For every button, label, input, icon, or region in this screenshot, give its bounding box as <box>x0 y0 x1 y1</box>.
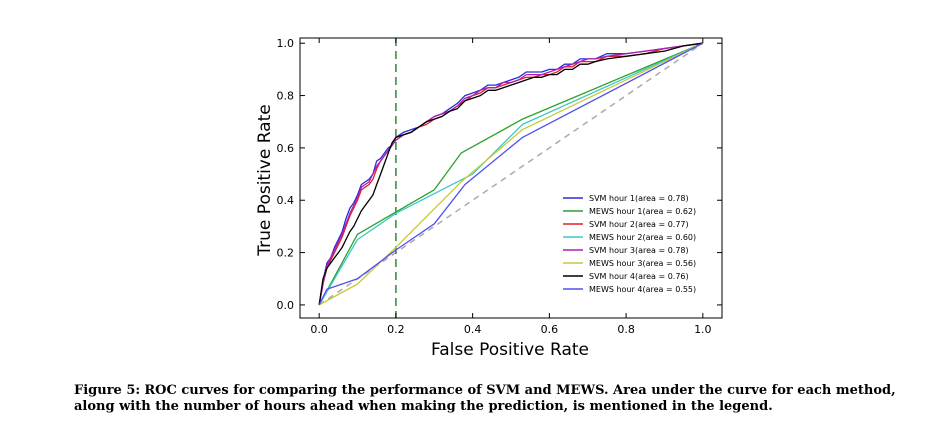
x-tick-label: 0.8 <box>617 323 635 336</box>
roc-chart: 0.0 0.2 0.4 0.6 0.8 1.0 0.0 0.2 0.4 0.6 0.8 1.0 Fal… <box>255 37 723 360</box>
legend-label-2: MEWS hour 1(area = 0.62) <box>589 207 696 216</box>
y-axis-label: True Positive Rate <box>255 104 275 256</box>
y-tick-label: 0.8 <box>277 90 295 103</box>
legend: SVM hour 1(area = 0.78) MEWS hour 1(area … <box>563 194 696 294</box>
y-tick-label: 0.4 <box>277 194 295 207</box>
legend-label-1: SVM hour 1(area = 0.78) <box>589 194 689 203</box>
y-tick-label: 0.0 <box>277 299 295 312</box>
y-tick-label: 0.6 <box>277 142 295 155</box>
legend-label-5: SVM hour 3(area = 0.78) <box>589 246 689 255</box>
legend-label-8: MEWS hour 4(area = 0.55) <box>589 285 696 294</box>
chance-diagonal-line <box>318 42 704 306</box>
series-line-5 <box>318 42 703 306</box>
legend-label-6: MEWS hour 3(area = 0.56) <box>589 259 696 268</box>
caption-text: ROC curves for comparing the performance… <box>74 383 896 414</box>
x-tick-label: 0.2 <box>387 323 405 336</box>
plot-frame <box>299 37 723 319</box>
caption-label: Figure 5: <box>74 383 141 398</box>
y-tick-label: 1.0 <box>277 37 295 50</box>
x-tick-label: 0.4 <box>464 323 482 336</box>
legend-label-4: MEWS hour 2(area = 0.60) <box>589 233 696 242</box>
x-axis-label: False Positive Rate <box>431 340 589 360</box>
x-tick-label: 1.0 <box>694 323 712 336</box>
axes: 0.0 0.2 0.4 0.6 0.8 1.0 0.0 0.2 0.4 0.6 0.8 1.0 <box>277 37 723 336</box>
y-tick-label: 0.2 <box>277 247 295 260</box>
legend-label-3: SVM hour 2(area = 0.77) <box>589 220 689 229</box>
plot-area <box>318 38 704 318</box>
series-line-2 <box>318 42 704 306</box>
legend-label-7: SVM hour 4(area = 0.76) <box>589 272 689 281</box>
series-line-7 <box>318 42 703 305</box>
series-line-4 <box>318 42 704 306</box>
series-line-6 <box>318 42 704 306</box>
figure-caption: Figure 5: ROC curves for comparing the p… <box>74 383 914 415</box>
x-tick-label: 0.0 <box>310 323 328 336</box>
x-tick-label: 0.6 <box>541 323 559 336</box>
series-line-8 <box>318 42 704 306</box>
